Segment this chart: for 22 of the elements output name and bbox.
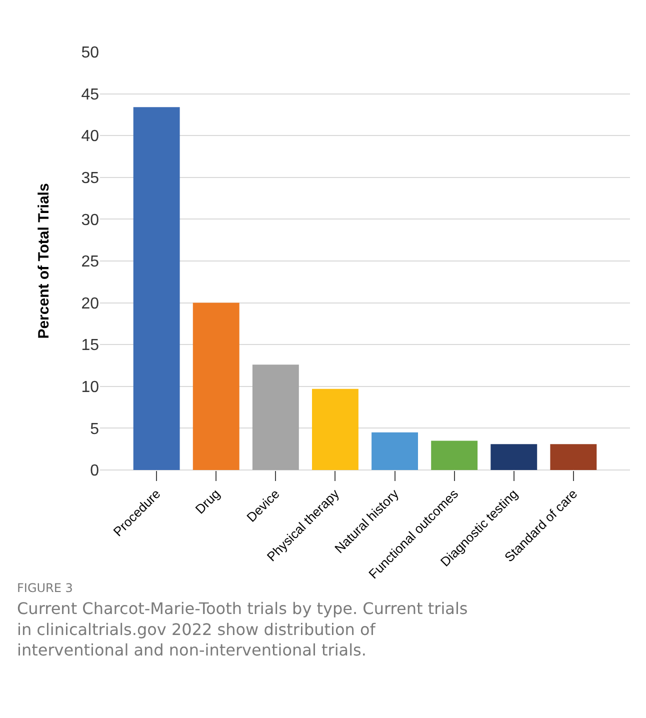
- y-tick-label: 35: [81, 170, 100, 187]
- text: Current Charcot-Marie-Tooth trials by type. Current trials in clinicaltrials.gov 2022 show distribution of interventional and non-interventional trials.: [17, 599, 468, 660]
- y-tick-label: 5: [90, 420, 100, 438]
- bar: [252, 364, 299, 470]
- y-tick-label: 25: [81, 254, 100, 271]
- y-tick-label: 50: [81, 44, 100, 62]
- bar: [192, 302, 240, 470]
- bar: [133, 107, 180, 470]
- y-axis-title: Percent of Total Trials: [35, 183, 52, 339]
- y-tick-label: 20: [81, 295, 100, 312]
- bar: [550, 444, 597, 470]
- bar: [490, 444, 538, 470]
- bar: [431, 440, 478, 470]
- y-tick-label: 10: [81, 379, 100, 396]
- y-tick-label: 30: [81, 212, 100, 229]
- y-tick-label: 0: [90, 462, 100, 480]
- caption: FIGURE 3: [17, 581, 73, 595]
- bar: [372, 432, 418, 470]
- y-tick-label: 45: [81, 86, 100, 104]
- bar: [312, 388, 358, 470]
- y-tick-label: 15: [81, 337, 100, 354]
- y-tick-label: 40: [81, 128, 100, 146]
